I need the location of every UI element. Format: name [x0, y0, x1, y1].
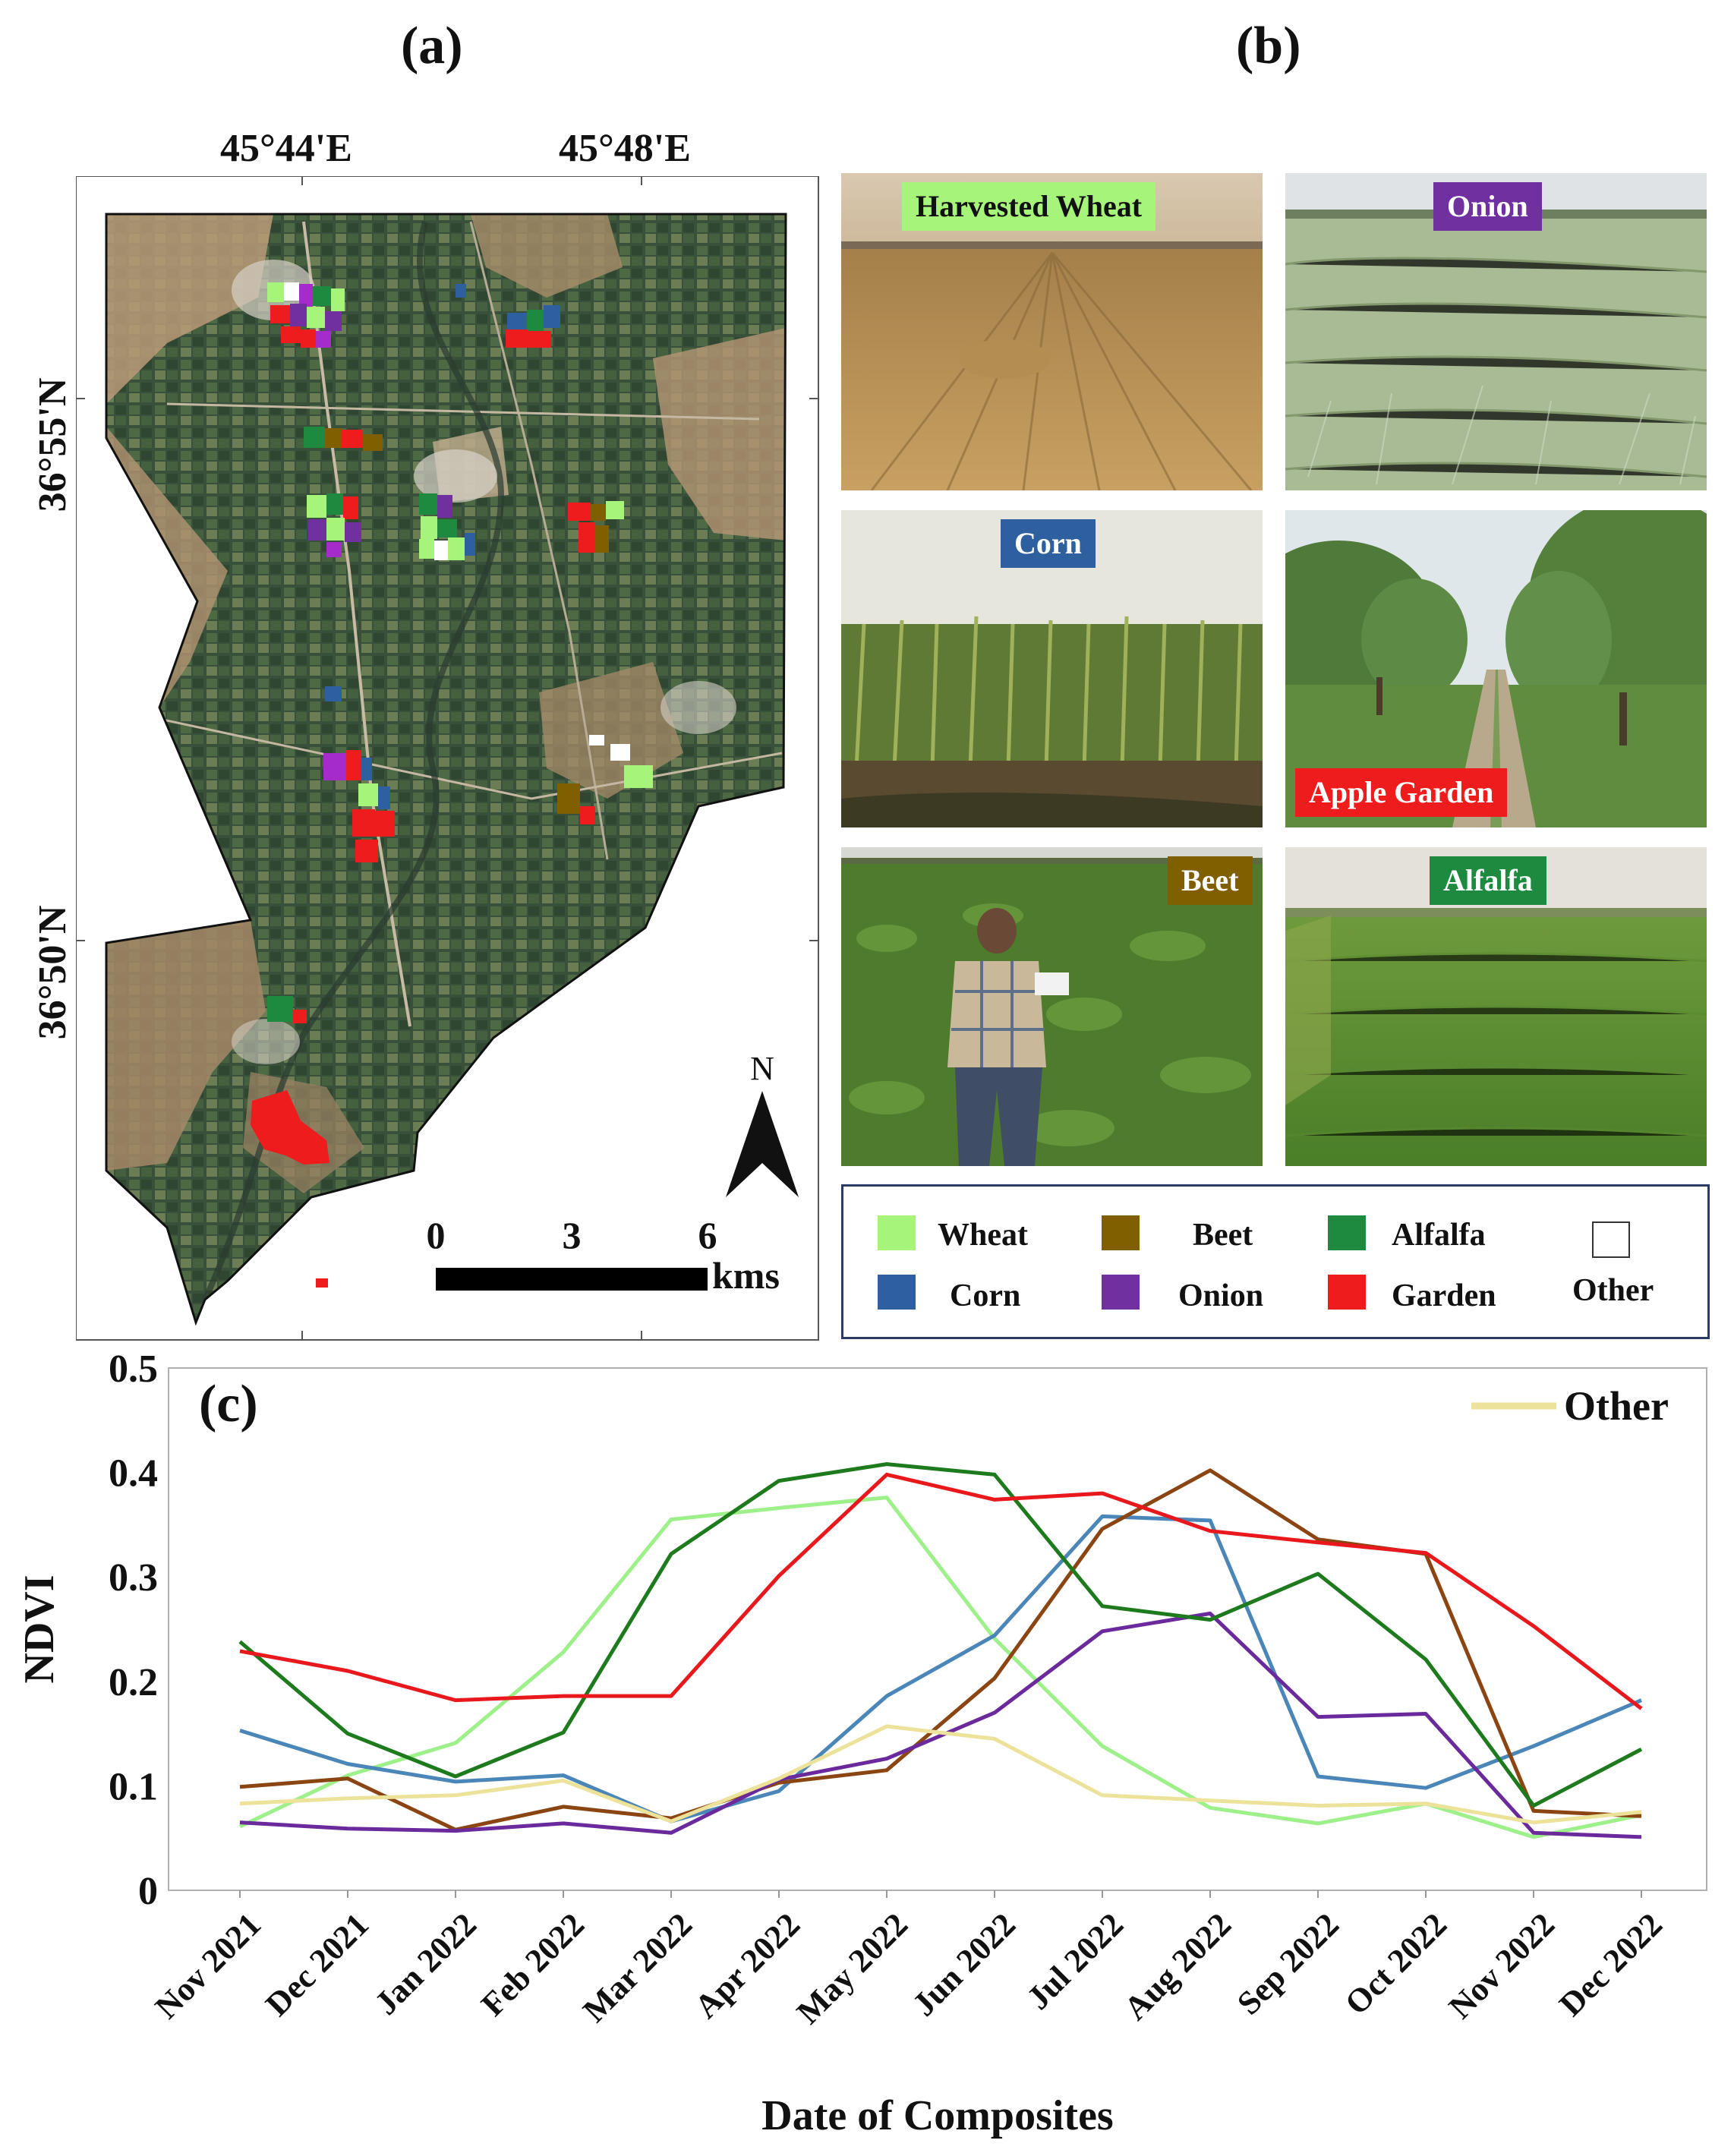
lat-label-2: 36°50'N — [31, 905, 74, 1040]
scale-bar — [436, 1268, 708, 1291]
series-line-crop-0 — [238, 1496, 1642, 1839]
series-line-other — [239, 1724, 1642, 1825]
x-tick-label: Aug 2022 — [1117, 1905, 1238, 2027]
legend-label-wheat: Wheat — [938, 1218, 1028, 1253]
lon-label-1: 45°44'E — [220, 127, 352, 170]
series-line-crop-5 — [239, 1472, 1643, 1710]
series-line-crop-4 — [238, 1462, 1643, 1808]
scale-tick-0: 0 — [427, 1214, 446, 1256]
photo-tag-beet: Beet — [1168, 856, 1253, 905]
study-area-map: N 0 3 6 kms — [76, 176, 819, 1341]
panel-label-b: (b) — [1236, 17, 1301, 75]
photo-tag-corn: Corn — [1001, 519, 1096, 568]
chart-legend-label-other: Other — [1564, 1383, 1669, 1429]
scale-tick-6: 6 — [698, 1214, 717, 1256]
x-tick-label: Dec 2021 — [258, 1905, 376, 2023]
x-tick-label: Jan 2022 — [367, 1905, 484, 2022]
photo-tag-harvested-wheat: Harvested Wheat — [902, 182, 1156, 231]
y-tick-label: 0.1 — [109, 1765, 158, 1808]
y-tick-label: 0 — [138, 1870, 158, 1913]
y-axis-label: NDVI — [16, 1574, 63, 1683]
series-line-crop-3 — [239, 1611, 1642, 1839]
crop-legend: Wheat Beet Alfalfa Other Corn Onion Gard… — [841, 1184, 1710, 1339]
x-tick-label: Jul 2022 — [1020, 1905, 1130, 2016]
photo-beet — [841, 847, 1263, 1166]
lon-label-2: 45°48'E — [559, 127, 691, 170]
photo-tag-alfalfa: Alfalfa — [1430, 856, 1546, 905]
x-tick-label: May 2022 — [790, 1905, 915, 2031]
aoi-boundary — [105, 213, 787, 1326]
x-tick-label: Jun 2022 — [905, 1905, 1023, 2023]
x-tick-label: Nov 2022 — [1442, 1905, 1562, 2025]
legend-swatch-alfalfa — [1328, 1215, 1366, 1250]
y-tick-label: 0.5 — [109, 1351, 158, 1391]
x-tick-label: Apr 2022 — [687, 1905, 807, 2025]
x-axis-label: Date of Composites — [761, 2092, 1113, 2139]
legend-swatch-other — [1592, 1221, 1630, 1258]
x-tick-label: Nov 2021 — [148, 1905, 268, 2025]
legend-label-corn: Corn — [950, 1278, 1021, 1313]
legend-swatch-beet — [1102, 1215, 1140, 1250]
legend-swatch-garden — [1328, 1275, 1366, 1310]
x-tick-label: Dec 2022 — [1552, 1905, 1669, 2023]
x-tick-label: Feb 2022 — [474, 1905, 591, 2023]
y-tick-label: 0.2 — [109, 1661, 158, 1704]
north-arrow-icon — [726, 1091, 799, 1197]
legend-label-onion: Onion — [1178, 1278, 1264, 1313]
x-tick-label: Sep 2022 — [1230, 1905, 1346, 2022]
panel-label-c: (c) — [199, 1375, 258, 1433]
scale-tick-3: 3 — [563, 1214, 582, 1256]
legend-label-other: Other — [1572, 1273, 1654, 1308]
scale-unit: kms — [712, 1254, 780, 1297]
legend-label-alfalfa: Alfalfa — [1392, 1218, 1486, 1253]
photo-alfalfa — [1285, 847, 1707, 1166]
legend-swatch-onion — [1102, 1275, 1140, 1310]
photo-onion — [1285, 173, 1707, 490]
photo-tag-apple-garden: Apple Garden — [1295, 768, 1508, 817]
legend-swatch-corn — [878, 1275, 916, 1310]
photo-corn — [841, 510, 1263, 827]
legend-label-garden: Garden — [1392, 1278, 1496, 1313]
chart-plot-area — [168, 1367, 1707, 1891]
y-tick-label: 0.4 — [109, 1452, 158, 1496]
x-tick-label: Oct 2022 — [1338, 1905, 1454, 2022]
north-label: N — [750, 1050, 774, 1087]
legend-label-beet: Beet — [1193, 1218, 1253, 1253]
y-tick-label: 0.3 — [109, 1556, 158, 1600]
series-line-crop-1 — [239, 1514, 1642, 1823]
legend-swatch-wheat — [878, 1215, 916, 1250]
x-tick-label: Mar 2022 — [575, 1905, 699, 2029]
field-samples — [251, 282, 653, 1288]
panel-label-a: (a) — [401, 17, 463, 75]
photo-tag-onion: Onion — [1433, 182, 1542, 231]
lat-label-1: 36°55'N — [31, 377, 74, 512]
